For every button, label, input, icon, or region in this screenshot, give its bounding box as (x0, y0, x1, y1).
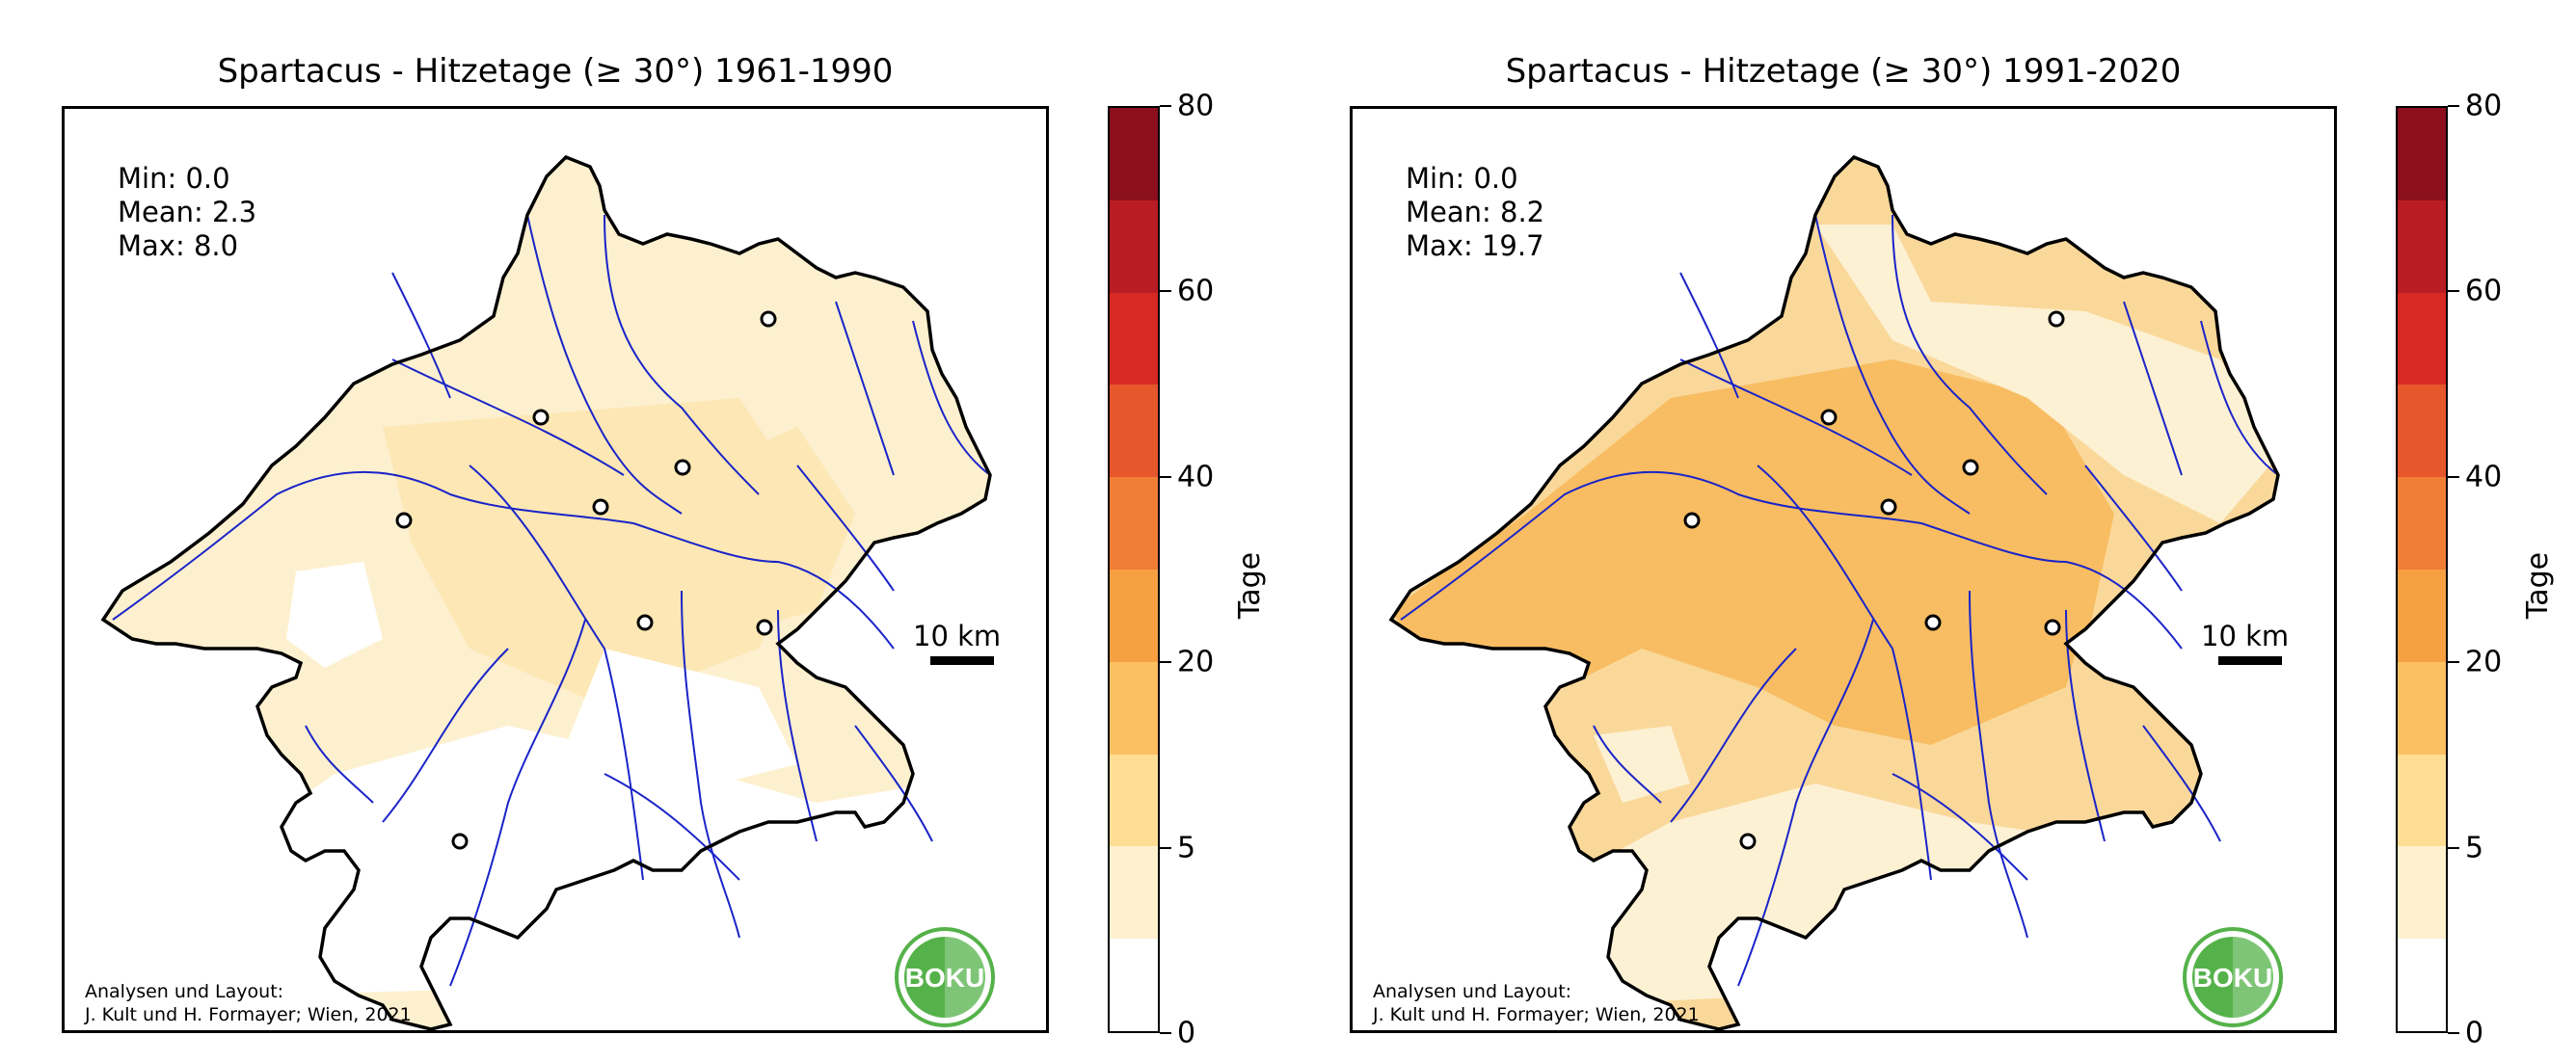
credit-text: Analysen und Layout: J. Kult und H. Form… (1373, 980, 1700, 1026)
colorbar-unit-label: Tage (2521, 551, 2556, 620)
colorbar-unit-label: Tage (1233, 551, 1268, 620)
colorbar-segment (2398, 108, 2446, 200)
heat-zone-valley (1758, 417, 2114, 706)
colorbar-segment (2398, 199, 2446, 293)
colorbar-segment (2398, 846, 2446, 940)
colorbar-tick (2448, 1032, 2459, 1034)
colorbar-tick-label: 20 (1177, 645, 1215, 679)
colorbar (2396, 106, 2448, 1033)
colorbar (1108, 106, 1160, 1033)
scale-bar (930, 656, 994, 665)
colorbar-tick-label: 80 (2465, 89, 2503, 123)
cool-zone-southeast (566, 649, 797, 803)
colorbar-tick-label: 40 (1177, 460, 1215, 494)
colorbar-tick (2448, 661, 2459, 664)
colorbar-segment (1110, 661, 1158, 755)
colorbar-segment (1110, 385, 1158, 478)
stat-min: Min: 0.0 (1406, 162, 1518, 195)
colorbar-segment (2398, 385, 2446, 478)
credit-line-1: Analysen und Layout: (85, 981, 284, 1002)
boku-logo: BOKU (895, 927, 995, 1027)
colorbar-tick-label: 5 (1177, 831, 1196, 865)
credit-text: Analysen und Layout: J. Kult und H. Form… (85, 980, 412, 1026)
colorbar-segment (1110, 570, 1158, 662)
colorbar-tick-label: 40 (2465, 460, 2503, 494)
colorbar-tick-label: 80 (1177, 89, 1215, 123)
region-border (100, 154, 992, 1030)
colorbar-tick-label: 20 (2465, 645, 2503, 679)
stats-box: Min: 0.0 Mean: 8.2 Max: 19.7 (1406, 162, 1544, 263)
colorbar-tick (1160, 1032, 1171, 1034)
colorbar-tick-label: 5 (2465, 831, 2484, 865)
credit-line-1: Analysen und Layout: (1373, 981, 1572, 1002)
map-title: Spartacus - Hitzetage (≥ 30°) 1961-1990 (217, 52, 894, 91)
map-title: Spartacus - Hitzetage (≥ 30°) 1991-2020 (1505, 52, 2182, 91)
heat-days-map (1388, 154, 2280, 1030)
colorbar-segment (1110, 846, 1158, 940)
colorbar-segment (2398, 570, 2446, 662)
colorbar-segment (1110, 292, 1158, 385)
stat-mean: Mean: 2.3 (118, 196, 257, 228)
map-panel-1991-2020: Spartacus - Hitzetage (≥ 30°) 1991-2020 (1288, 0, 2576, 1062)
stat-min: Min: 0.0 (118, 162, 230, 195)
heat-zone-valley (604, 427, 855, 649)
colorbar-segment (1110, 108, 1158, 200)
credit-line-2: J. Kult und H. Formayer; Wien, 2021 (85, 1004, 412, 1025)
river-network (112, 214, 991, 987)
colorbar-segment (2398, 477, 2446, 571)
scale-bar-label: 10 km (913, 620, 1002, 652)
map-frame: Min: 0.0 Mean: 8.2 Max: 19.7 10 km BOKU … (1350, 106, 2337, 1033)
colorbar-tick (1160, 105, 1171, 107)
cool-zone-north (1815, 225, 2278, 523)
svg-text:BOKU: BOKU (2193, 963, 2272, 993)
colorbar-segment (2398, 661, 2446, 755)
credit-line-2: J. Kult und H. Formayer; Wien, 2021 (1373, 1004, 1700, 1025)
colorbar-segment (2398, 939, 2446, 1031)
colorbar-tick-label: 0 (2465, 1016, 2484, 1050)
scale-bar-label: 10 km (2201, 620, 2290, 652)
scale-bar (2218, 656, 2282, 665)
colorbar-segment (1110, 477, 1158, 571)
river-network (1400, 214, 2279, 987)
heat-days-map (100, 154, 992, 1030)
map-frame: Min: 0.0 Mean: 2.3 Max: 8.0 10 km BOKU A… (62, 106, 1049, 1033)
city-markers (1683, 310, 2065, 850)
colorbar-tick (2448, 290, 2459, 293)
colorbar-segment (2398, 754, 2446, 847)
colorbar-tick (2448, 475, 2459, 478)
colorbar-tick (1160, 846, 1171, 849)
colorbar-tick (2448, 105, 2459, 107)
cool-zone-west (286, 562, 383, 668)
colorbar-tick (1160, 661, 1171, 664)
colorbar-tick (1160, 290, 1171, 293)
colorbar-segment (1110, 939, 1158, 1031)
colorbar-tick-label: 60 (1177, 274, 1215, 308)
stat-max: Max: 19.7 (1406, 229, 1544, 262)
colorbar-segment (1110, 754, 1158, 847)
svg-text:BOKU: BOKU (905, 963, 984, 993)
city-markers (395, 310, 777, 850)
stats-box: Min: 0.0 Mean: 2.3 Max: 8.0 (118, 162, 256, 263)
map-panel-1961-1990: Spartacus - Hitzetage (≥ 30°) 1961-1990 (62, 52, 1268, 1050)
stat-mean: Mean: 8.2 (1406, 196, 1545, 228)
colorbar-tick-label: 60 (2465, 274, 2503, 308)
stat-max: Max: 8.0 (118, 229, 239, 262)
colorbar-tick (2448, 846, 2459, 849)
colorbar-segment (2398, 292, 2446, 385)
boku-logo: BOKU (2183, 927, 2283, 1027)
colorbar-tick-label: 0 (1177, 1016, 1196, 1050)
cool-zone-west (1594, 726, 1690, 803)
colorbar-segment (1110, 199, 1158, 293)
colorbar-tick (1160, 475, 1171, 478)
region-border (1388, 154, 2280, 1030)
